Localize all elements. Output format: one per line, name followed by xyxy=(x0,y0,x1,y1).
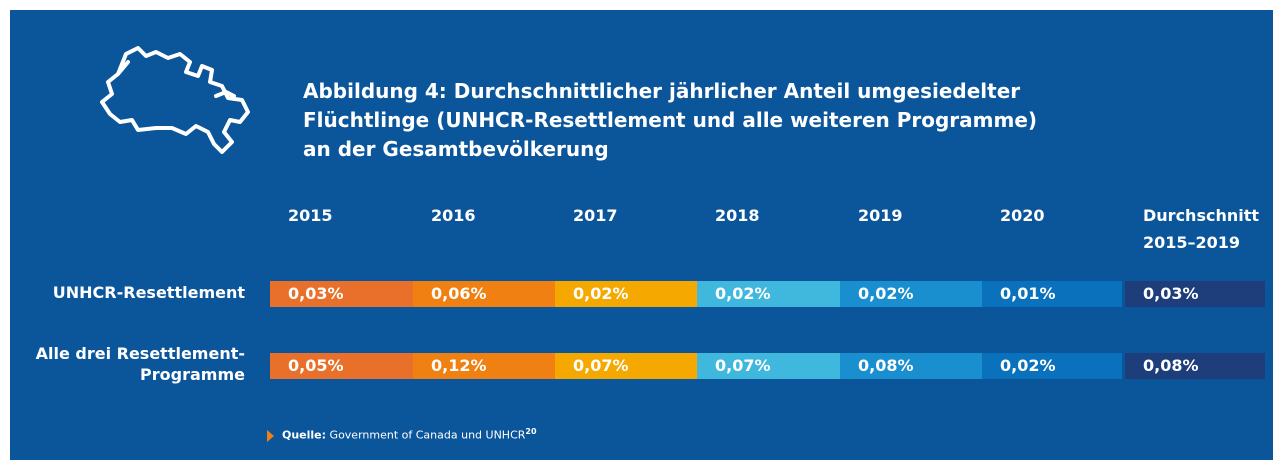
title-line: Abbildung 4: Durchschnittlicher jährlich… xyxy=(303,79,1021,103)
cell: 0,01% xyxy=(982,281,1122,307)
cell: 0,02% xyxy=(555,281,697,307)
canada-icon xyxy=(100,46,250,154)
row-label: UNHCR-Resettlement xyxy=(53,282,245,303)
cell: 0,02% xyxy=(697,281,840,307)
title-line: Flüchtlinge (UNHCR-Resettlement und alle… xyxy=(303,108,1038,132)
column-header-line: Durchschnitt xyxy=(1143,206,1260,225)
column-header-line: 2016 xyxy=(431,206,476,225)
cell: 0,07% xyxy=(555,353,697,379)
column-header: Durchschnitt 2015–2019 xyxy=(1143,202,1259,256)
cell: 0,05% xyxy=(270,353,413,379)
column-header-line: 2015 xyxy=(288,206,333,225)
cell: 0,08% xyxy=(1125,353,1265,379)
cell: 0,03% xyxy=(1125,281,1265,307)
column-header: 2020 xyxy=(1000,202,1045,229)
cell: 0,02% xyxy=(982,353,1122,379)
row-label-line: UNHCR-Resettlement xyxy=(52,282,245,302)
source-label: Quelle: xyxy=(282,428,327,442)
cell: 0,07% xyxy=(697,353,840,379)
cell: 0,06% xyxy=(413,281,555,307)
source-note: 20 xyxy=(525,427,537,436)
cell: 0,03% xyxy=(270,281,413,307)
column-header: 2018 xyxy=(715,202,760,229)
panel: Abbildung 4: Durchschnittlicher jährlich… xyxy=(10,10,1273,460)
source-text: Government of Canada und UNHCR xyxy=(326,428,526,442)
column-header-line: 2020 xyxy=(1000,206,1045,225)
row-label: Alle drei Resettlement- Programme xyxy=(36,343,245,385)
column-header-line: 2015–2019 xyxy=(1143,233,1241,252)
title-line: an der Gesamtbevölkerung xyxy=(303,137,609,161)
cell: 0,08% xyxy=(840,353,982,379)
cell: 0,02% xyxy=(840,281,982,307)
cell: 0,12% xyxy=(413,353,555,379)
column-header-line: 2018 xyxy=(715,206,760,225)
column-header-line: 2017 xyxy=(573,206,618,225)
row-label-line: Programme xyxy=(140,365,245,384)
column-header: 2017 xyxy=(573,202,618,229)
row-label-line: Alle drei Resettlement- xyxy=(35,344,245,363)
column-header: 2016 xyxy=(431,202,476,229)
title: Abbildung 4: Durchschnittlicher jährlich… xyxy=(303,77,1037,164)
source: Quelle: Government of Canada und UNHCR20 xyxy=(267,427,537,442)
column-header: 2019 xyxy=(858,202,903,229)
column-header-line: 2019 xyxy=(858,206,903,225)
column-header: 2015 xyxy=(288,202,333,229)
source-marker xyxy=(267,429,274,442)
